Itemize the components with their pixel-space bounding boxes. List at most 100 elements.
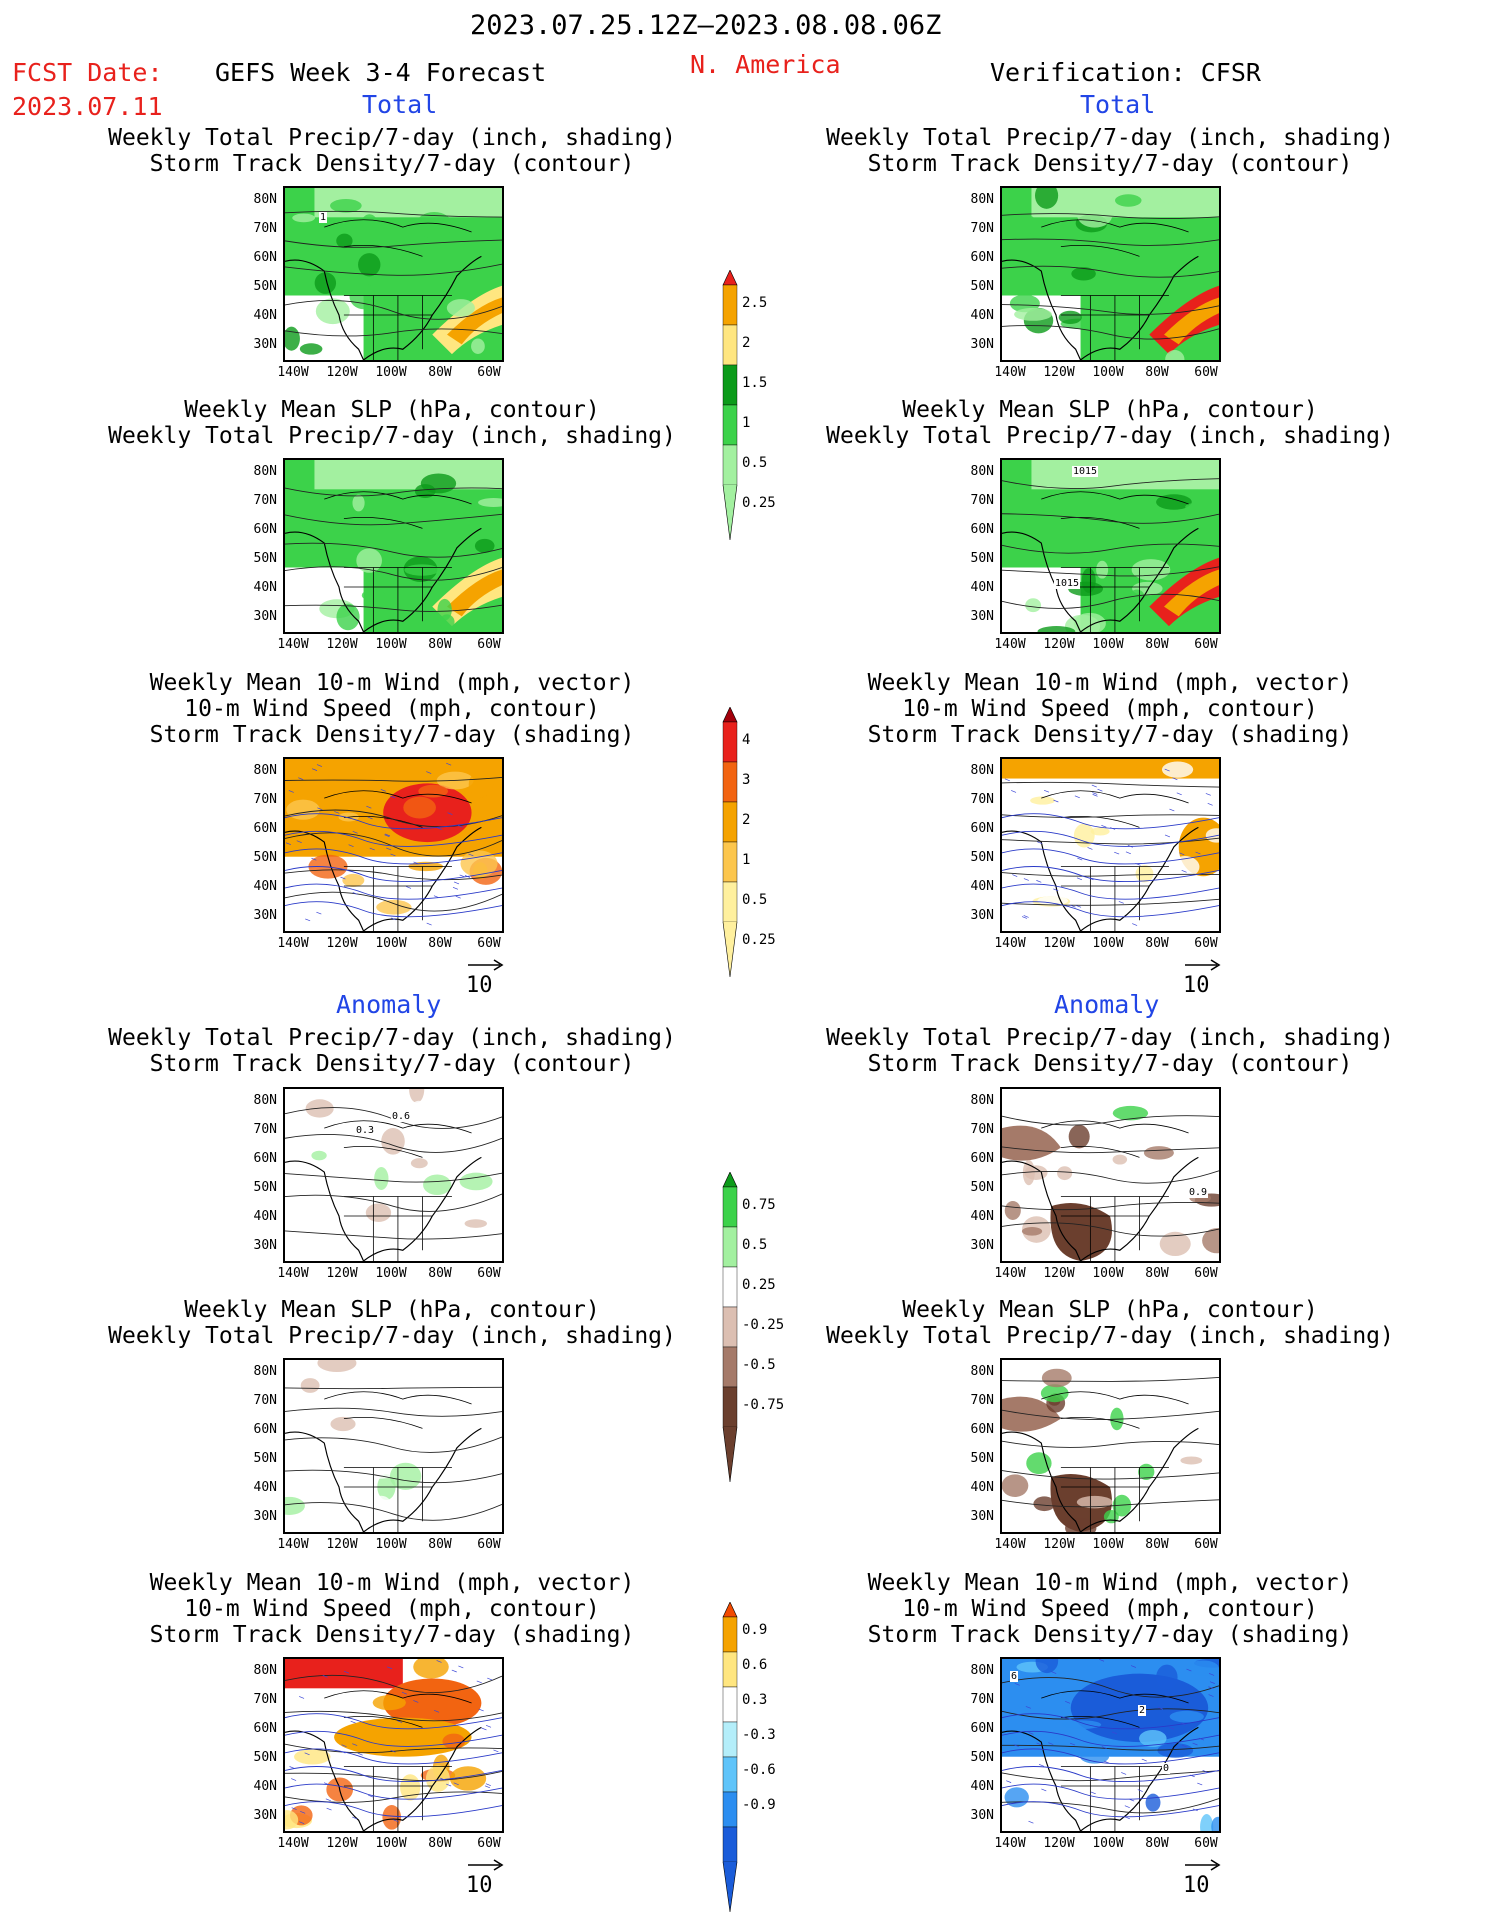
colorbar-total-storm: 4 3 2 1 0.5 0.25 [722, 707, 792, 977]
colorbar-tick-label: 1 [742, 852, 751, 868]
lat-tick-label: 50N [253, 279, 277, 294]
lat-tick-label: 30N [970, 337, 994, 352]
map-panel-0-0: 1 [283, 186, 504, 362]
lon-tick-label: 100W [1092, 936, 1124, 951]
lat-tick-label: 80N [253, 1663, 277, 1678]
panel-title-line: Weekly Total Precip/7-day (inch, shading… [108, 1323, 676, 1349]
panel-title-line: 10-m Wind Speed (mph, contour) [902, 696, 1318, 722]
lon-tick-label: 100W [375, 1537, 407, 1552]
section-total-left: Total [362, 90, 438, 119]
vector-reference-value: 10 [1183, 1873, 1210, 1898]
panel-title-5-1: Weekly Mean 10-m Wind (mph, vector) 10-m … [780, 1570, 1440, 1648]
panel-title-line: Weekly Total Precip/7-day (inch, shading… [826, 1025, 1394, 1051]
colorbar-tick-label: 0.9 [742, 1622, 768, 1638]
lon-tick-label: 60W [477, 1266, 501, 1281]
lon-tick-label: 120W [326, 1836, 358, 1851]
panel-title-line: Storm Track Density/7-day (shading) [867, 1622, 1353, 1648]
vector-reference-value: 10 [1183, 973, 1210, 998]
lon-tick-label: 60W [1194, 936, 1218, 951]
lon-tick-label: 80W [1145, 365, 1169, 380]
colorbar-tick-label: -0.75 [742, 1397, 785, 1413]
panel-title-3-1: Weekly Total Precip/7-day (inch, shading… [780, 1025, 1440, 1077]
contour-label: 0.9 [1188, 1187, 1209, 1198]
lat-tick-label: 60N [253, 250, 277, 265]
lon-tick-label: 100W [375, 1266, 407, 1281]
lon-tick-label: 140W [277, 1537, 309, 1552]
lon-tick-label: 120W [326, 1266, 358, 1281]
lat-tick-label: 50N [970, 1750, 994, 1765]
lat-tick-label: 50N [253, 1750, 277, 1765]
panel-title-line: Weekly Total Precip/7-day (inch, shading… [108, 1025, 676, 1051]
panel-title-line: Weekly Mean SLP (hPa, contour) [184, 1297, 600, 1323]
map-panel-5-1: 6 2 0 [1000, 1657, 1221, 1833]
lat-tick-label: 40N [253, 1480, 277, 1495]
lat-tick-label: 80N [970, 1663, 994, 1678]
lat-tick-label: 50N [970, 850, 994, 865]
lon-tick-label: 140W [994, 936, 1026, 951]
panel-title-2-1: Weekly Mean 10-m Wind (mph, vector) 10-m … [780, 670, 1440, 748]
vector-reference: 10 [466, 959, 504, 998]
lon-tick-label: 80W [428, 365, 452, 380]
lon-tick-label: 140W [994, 1266, 1026, 1281]
lat-tick-label: 80N [970, 1093, 994, 1108]
lon-tick-label: 120W [326, 1537, 358, 1552]
colorbar-anom-storm: 0.9 0.6 0.3 -0.3 -0.6 -0.9 [722, 1602, 792, 1912]
panel-title-line: Storm Track Density/7-day (contour) [149, 1051, 635, 1077]
colorbar-tick-label: 1.5 [742, 375, 768, 391]
lat-tick-label: 50N [970, 1180, 994, 1195]
lat-tick-label: 60N [970, 1422, 994, 1437]
panel-title-line: Storm Track Density/7-day (shading) [149, 1622, 635, 1648]
lat-tick-label: 40N [970, 308, 994, 323]
lon-tick-label: 100W [1092, 1537, 1124, 1552]
lat-tick-label: 40N [970, 580, 994, 595]
lon-tick-label: 140W [994, 1537, 1026, 1552]
colorbar-tick-label: 2.5 [742, 295, 768, 311]
lat-tick-label: 60N [970, 1151, 994, 1166]
lon-tick-label: 60W [477, 1836, 501, 1851]
colorbar-tick-label: 0.5 [742, 455, 768, 471]
lon-tick-label: 100W [375, 365, 407, 380]
panel-title-line: Weekly Mean 10-m Wind (mph, vector) [867, 670, 1353, 696]
colorbar-tick-label: -0.6 [742, 1762, 776, 1778]
lat-tick-label: 30N [253, 1808, 277, 1823]
date-range: 2023.07.25.12Z–2023.08.08.06Z [470, 10, 942, 41]
lat-tick-label: 80N [253, 763, 277, 778]
contour-label: 0.6 [391, 1111, 412, 1122]
colorbar-tick-label: -0.3 [742, 1727, 776, 1743]
lat-tick-label: 30N [970, 1238, 994, 1253]
lon-tick-label: 140W [994, 365, 1026, 380]
lon-tick-label: 80W [428, 1537, 452, 1552]
lat-tick-label: 30N [253, 337, 277, 352]
contour-label: 1015 [1054, 578, 1081, 589]
lon-tick-label: 80W [1145, 1836, 1169, 1851]
lat-tick-label: 60N [970, 250, 994, 265]
panel-title-line: Storm Track Density/7-day (contour) [867, 1051, 1353, 1077]
contour-label: 2 [1138, 1705, 1147, 1716]
lon-tick-label: 120W [1043, 1266, 1075, 1281]
lon-tick-label: 100W [1092, 1266, 1124, 1281]
lon-tick-label: 120W [326, 365, 358, 380]
fcst-date-value: 2023.07.11 [12, 92, 163, 121]
lon-tick-label: 140W [277, 1266, 309, 1281]
colorbar-tick-label: 0.25 [742, 932, 776, 948]
lat-tick-label: 50N [970, 551, 994, 566]
lat-tick-label: 30N [253, 1238, 277, 1253]
lon-tick-label: 60W [477, 637, 501, 652]
lon-tick-label: 80W [1145, 637, 1169, 652]
colorbar-tick-label: -0.5 [742, 1357, 776, 1373]
lon-tick-label: 100W [1092, 1836, 1124, 1851]
lat-tick-label: 70N [253, 792, 277, 807]
panel-title-1-0: Weekly Mean SLP (hPa, contour) Weekly Tot… [62, 397, 722, 449]
lat-tick-label: 40N [970, 879, 994, 894]
lat-tick-label: 70N [970, 1393, 994, 1408]
lat-tick-label: 70N [253, 1122, 277, 1137]
map-panel-2-0 [283, 757, 504, 933]
lat-tick-label: 80N [253, 464, 277, 479]
lat-tick-label: 70N [253, 493, 277, 508]
lat-tick-label: 30N [970, 908, 994, 923]
lat-tick-label: 60N [970, 522, 994, 537]
lon-tick-label: 80W [428, 1266, 452, 1281]
colorbar-anom-precip: 0.75 0.5 0.25 -0.25 -0.5 -0.75 [722, 1172, 792, 1482]
colorbar-tick-label: 0.25 [742, 495, 776, 511]
lat-tick-label: 40N [253, 879, 277, 894]
